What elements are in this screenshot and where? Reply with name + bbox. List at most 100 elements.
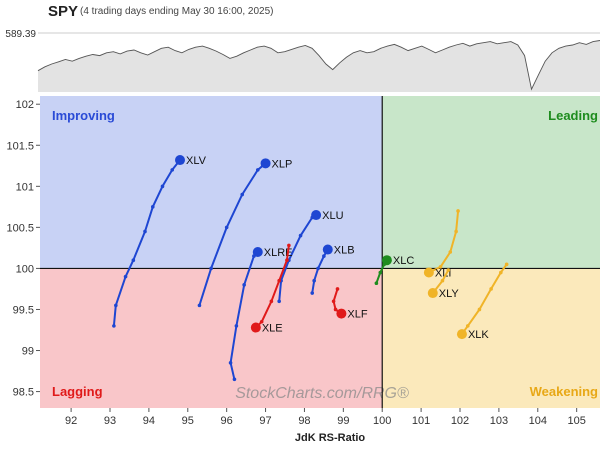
trail-xlp: XLP	[197, 158, 293, 308]
point-head-xlv	[175, 155, 185, 166]
point-xlv	[150, 205, 155, 209]
y-tick-label: 101	[16, 181, 34, 193]
point-xlv	[112, 324, 116, 328]
label-xlb: XLB	[334, 245, 355, 257]
x-tick-label: 101	[412, 415, 430, 427]
point-xli	[456, 209, 460, 213]
trail-xlc: XLC	[374, 255, 414, 286]
point-xly	[440, 278, 445, 283]
point-xlb	[312, 278, 316, 283]
point-xlv	[143, 229, 147, 234]
y-tick-label: 100	[16, 263, 34, 275]
trail-xlu: XLU	[277, 210, 344, 304]
rrg-trails: XLV XLP XLU XLRE XLB XLE XLF XLC XLI XLY XLK	[112, 155, 509, 382]
x-tick-label: 93	[104, 415, 116, 427]
point-xlp	[240, 192, 245, 197]
point-head-xlk	[456, 329, 467, 340]
x-tick-label: 97	[259, 415, 271, 427]
y-tick-label: 98.5	[13, 387, 34, 399]
point-xlu	[277, 299, 281, 304]
spy-price-area	[38, 40, 600, 92]
point-xly	[446, 268, 451, 272]
x-tick-label: 99	[337, 415, 349, 427]
point-head-xlf	[336, 308, 347, 319]
point-head-xle	[250, 322, 261, 333]
point-xlk	[477, 307, 482, 312]
x-tick-label: 96	[221, 415, 233, 427]
point-head-xli	[423, 267, 434, 278]
y-tick-label: 100.5	[6, 222, 34, 234]
x-tick-label: 105	[567, 415, 585, 427]
quadrant-label-lagging: Lagging	[52, 384, 103, 399]
trail-xlv: XLV	[112, 155, 207, 328]
point-xlv	[131, 258, 136, 263]
x-tick-label: 104	[529, 415, 547, 427]
point-xli	[448, 250, 453, 254]
chart-symbol: SPY	[48, 3, 79, 20]
point-xlp	[197, 303, 202, 308]
point-xlb	[316, 266, 320, 271]
point-xlv	[123, 274, 128, 279]
quadrant-label-leading: Leading	[548, 108, 598, 123]
x-tick-label: 92	[65, 415, 77, 427]
point-xlre	[232, 377, 237, 382]
quadrant-leading	[382, 96, 600, 269]
point-xle	[269, 299, 274, 304]
quadrant-label-weakening: Weakening	[530, 384, 598, 399]
point-xlu	[298, 233, 303, 238]
trail-xlk: XLK	[456, 262, 509, 341]
spy-price-line	[37, 40, 600, 91]
point-xlk	[499, 270, 503, 275]
chart-header: SPY (4 trading days ending May 30 16:00,…	[0, 0, 600, 20]
watermark: StockCharts.com/RRG®	[235, 385, 409, 402]
trail-xli: XLI	[423, 209, 460, 280]
trail-xly: XLY	[427, 268, 459, 300]
chart-subtitle: (4 trading days ending May 30 16:00, 202…	[80, 6, 274, 17]
point-head-xlc	[381, 255, 392, 266]
label-xle: XLE	[262, 323, 283, 335]
point-xlre	[242, 283, 246, 287]
quadrant-weakening	[382, 268, 600, 408]
y-tick-label: 99.5	[13, 304, 34, 316]
point-xlf	[331, 299, 336, 304]
point-xlk	[489, 287, 493, 291]
point-xle	[287, 243, 291, 248]
point-xlre	[228, 361, 233, 365]
label-xlc: XLC	[393, 255, 414, 267]
x-tick-label: 102	[451, 415, 469, 427]
point-xlv	[114, 303, 118, 308]
y-tick-label: 101.5	[6, 140, 34, 152]
point-xle	[285, 258, 289, 263]
point-head-xlp	[260, 158, 271, 169]
trail-xlf: XLF	[331, 287, 368, 321]
quadrant-improving	[40, 96, 383, 269]
point-xlb	[310, 291, 315, 295]
quadrant-label-improving: Improving	[52, 108, 115, 123]
last-price-label: 589.39	[5, 29, 36, 40]
point-head-xlre	[252, 247, 263, 257]
x-tick-label: 103	[490, 415, 508, 427]
point-xlk	[504, 262, 509, 267]
point-head-xlb	[322, 244, 333, 255]
point-xle	[259, 319, 264, 324]
trail-xle: XLE	[250, 243, 291, 335]
point-xlp	[224, 225, 229, 230]
x-tick-label: 100	[373, 415, 391, 427]
point-head-xlu	[311, 210, 322, 221]
x-tick-label: 98	[298, 415, 310, 427]
y-axis: 98.5 99 99.5 100 100.5 101 101.5 102	[6, 99, 40, 399]
label-xlk: XLK	[468, 329, 489, 341]
point-head-xly	[427, 288, 438, 299]
trail-xlre: XLRE	[228, 247, 293, 382]
quadrant-lagging	[40, 268, 383, 408]
x-axis-title: JdK RS-Ratio	[295, 432, 366, 444]
point-xlb	[322, 254, 326, 258]
spy-sparkline: 589.39	[5, 29, 600, 92]
point-xlp	[255, 168, 260, 172]
x-axis: 92 93 94 95 96 97 98 99 100 101 102 103 104 105	[65, 408, 586, 427]
point-xlc	[378, 270, 383, 275]
y-tick-label: 102	[16, 99, 34, 111]
label-xlp: XLP	[272, 158, 293, 170]
point-xlc	[374, 281, 379, 286]
